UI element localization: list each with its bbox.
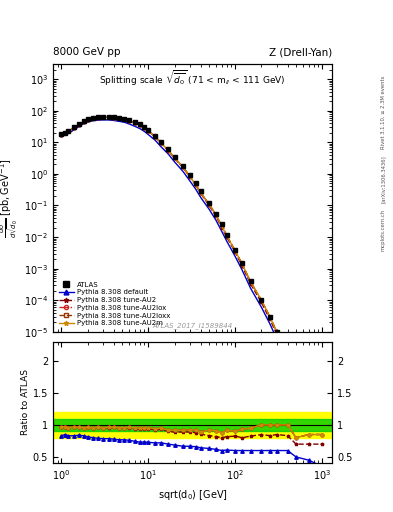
Legend: ATLAS, Pythia 8.308 default, Pythia 8.308 tune-AU2, Pythia 8.308 tune-AU2lox, Py: ATLAS, Pythia 8.308 default, Pythia 8.30… bbox=[57, 280, 173, 328]
X-axis label: sqrt(d$_0$) [GeV]: sqrt(d$_0$) [GeV] bbox=[158, 487, 228, 502]
Y-axis label: $\frac{d\sigma}{d\sqrt{d_0}}\ \mathrm{[pb,GeV^{-1}]}$: $\frac{d\sigma}{d\sqrt{d_0}}\ \mathrm{[p… bbox=[0, 158, 21, 238]
Text: mcplots.cern.ch: mcplots.cern.ch bbox=[381, 209, 386, 251]
Bar bbox=[53, 412, 332, 438]
Text: Z (Drell-Yan): Z (Drell-Yan) bbox=[269, 47, 332, 57]
Y-axis label: Ratio to ATLAS: Ratio to ATLAS bbox=[21, 370, 30, 436]
Text: Splitting scale $\sqrt{\overline{d_0}}$ (71 < m$_{ll}$ < 111 GeV): Splitting scale $\sqrt{\overline{d_0}}$ … bbox=[99, 69, 286, 89]
Text: 8000 GeV pp: 8000 GeV pp bbox=[53, 47, 121, 57]
Text: Rivet 3.1.10, ≥ 2.3M events: Rivet 3.1.10, ≥ 2.3M events bbox=[381, 76, 386, 150]
Text: [arXiv:1306.3436]: [arXiv:1306.3436] bbox=[381, 155, 386, 203]
Text: ATLAS_2017_I1589844: ATLAS_2017_I1589844 bbox=[152, 323, 233, 329]
Bar bbox=[53, 418, 332, 431]
